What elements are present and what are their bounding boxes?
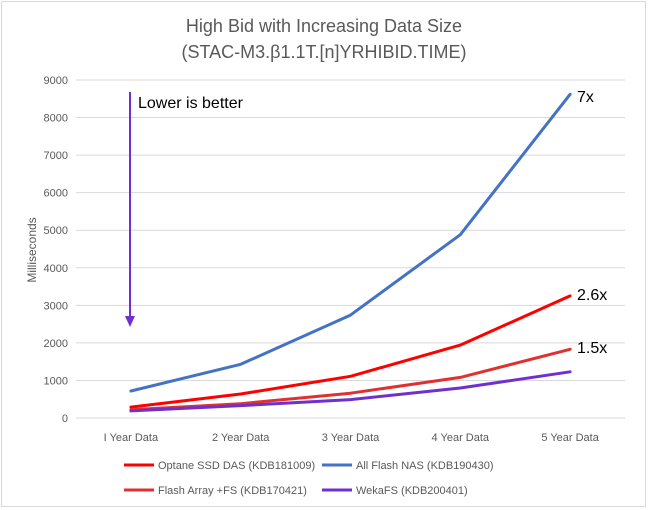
y-tick-labels: 0 1000 2000 3000 4000 5000 6000 7000 8000 9000 xyxy=(44,75,68,425)
chart-subtitle: (STAC-M3.β1.1T.[n]YRHIBID.TIME) xyxy=(181,42,466,62)
x-tick-label: I Year Data xyxy=(104,432,159,444)
y-tick-label: 2000 xyxy=(44,338,68,350)
y-tick-label: 8000 xyxy=(44,113,68,125)
y-tick-label: 9000 xyxy=(44,75,68,87)
legend-label-wekafs: WekaFS (KDB200401) xyxy=(356,485,468,497)
legend-label-optane: Optane SSD DAS (KDB181009) xyxy=(158,460,315,472)
x-tick-label: 2 Year Data xyxy=(212,432,270,444)
y-tick-label: 5000 xyxy=(44,225,68,237)
series-lines xyxy=(129,92,572,413)
x-tick-label: 3 Year Data xyxy=(322,432,380,444)
x-tick-label: 5 Year Data xyxy=(541,432,599,444)
annotation-2-6x: 2.6x xyxy=(577,287,607,304)
y-tick-label: 6000 xyxy=(44,188,68,200)
y-tick-label: 3000 xyxy=(44,300,68,312)
annotation-1-5x: 1.5x xyxy=(577,340,607,357)
y-tick-label: 0 xyxy=(62,413,68,425)
annotation-lower-is-better: Lower is better xyxy=(138,95,244,112)
legend: Optane SSD DAS (KDB181009) All Flash NAS… xyxy=(124,460,494,497)
legend-label-flash-array: Flash Array +FS (KDB170421) xyxy=(158,485,307,497)
gridlines xyxy=(76,79,625,419)
x-tick-labels: I Year Data 2 Year Data 3 Year Data 4 Year … xyxy=(104,432,600,444)
y-tick-label: 1000 xyxy=(44,375,68,387)
series-line-1 xyxy=(129,92,572,393)
legend-label-all-flash-nas: All Flash NAS (KDB190430) xyxy=(356,460,494,472)
chart-title: High Bid with Increasing Data Size xyxy=(186,16,462,36)
series-line-2 xyxy=(129,347,572,412)
x-tick-label: 4 Year Data xyxy=(432,432,490,444)
annotation-7x: 7x xyxy=(577,89,594,106)
y-tick-label: 7000 xyxy=(44,150,68,162)
series-line-3 xyxy=(129,370,572,413)
lower-is-better-arrowhead xyxy=(125,316,135,327)
series-line-0 xyxy=(129,294,572,409)
y-axis-label: Milliseconds xyxy=(25,217,39,282)
y-tick-label: 4000 xyxy=(44,263,68,275)
